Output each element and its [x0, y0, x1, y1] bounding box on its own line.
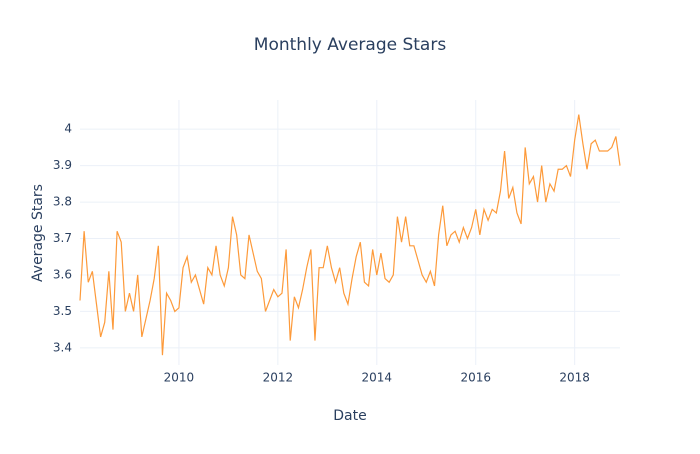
x-axis-title: Date [333, 408, 366, 424]
x-tick-label: 2012 [263, 371, 294, 385]
x-tick-label: 2016 [460, 371, 491, 385]
y-tick-label: 3.9 [53, 158, 72, 172]
data-line [79, 114, 621, 356]
y-tick-label: 3.6 [53, 267, 72, 281]
y-tick-label: 3.7 [53, 231, 72, 245]
y-tick-label: 3.4 [53, 340, 72, 354]
y-tick-label: 3.5 [53, 304, 72, 318]
y-tick-label: 3.8 [53, 195, 72, 209]
x-tick-label: 2010 [164, 371, 195, 385]
y-tick-label: 4 [64, 122, 72, 136]
chart-title: Monthly Average Stars [254, 35, 447, 55]
x-tick-label: 2014 [362, 371, 393, 385]
x-tick-label: 2018 [559, 371, 590, 385]
y-axis-title: Average Stars [30, 184, 46, 282]
